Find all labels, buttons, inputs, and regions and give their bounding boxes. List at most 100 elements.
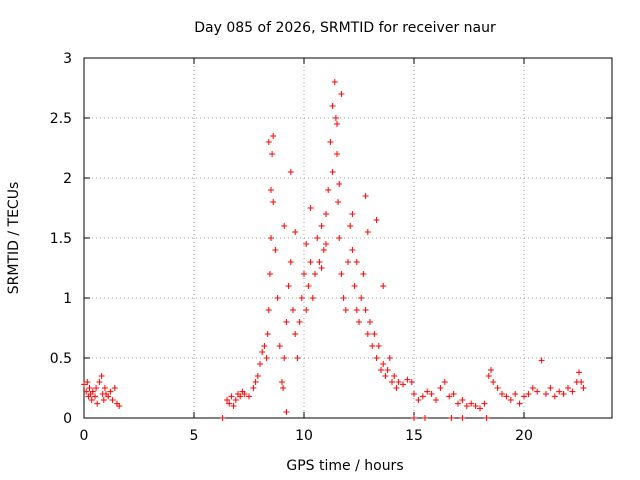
data-point (318, 223, 325, 229)
y-tick-label: 2.5 (50, 111, 72, 127)
data-point (369, 343, 376, 349)
x-axis-label: GPS time / hours (286, 458, 403, 474)
data-point (347, 223, 354, 229)
data-point (116, 403, 123, 409)
data-point (428, 391, 435, 397)
data-points (81, 79, 587, 421)
data-point (441, 379, 448, 385)
data-point (380, 361, 387, 367)
data-point (490, 379, 497, 385)
x-tick-label: 10 (295, 428, 313, 444)
y-tick-label: 3 (63, 51, 72, 67)
data-point (360, 271, 367, 277)
data-point (111, 385, 118, 391)
data-point (287, 259, 294, 265)
data-point (437, 385, 444, 391)
data-point (272, 247, 279, 253)
data-point (364, 229, 371, 235)
data-point (81, 381, 87, 388)
data-point (98, 373, 105, 379)
data-point (307, 259, 314, 265)
data-point (380, 283, 387, 289)
data-point (547, 385, 554, 391)
data-point (84, 379, 91, 385)
data-point (415, 397, 422, 403)
data-point (338, 271, 345, 277)
data-point (349, 247, 356, 253)
data-point (332, 115, 339, 121)
data-point (342, 307, 349, 313)
data-point (107, 388, 114, 395)
data-point (463, 403, 470, 409)
data-point (382, 373, 389, 379)
data-point (280, 385, 287, 391)
data-point (358, 295, 365, 301)
data-point (329, 169, 336, 175)
data-point (89, 388, 96, 395)
data-point (378, 367, 384, 373)
data-point (393, 385, 400, 391)
data-point (296, 319, 303, 325)
data-point (334, 151, 340, 157)
y-tick-label: 2 (63, 171, 72, 187)
data-point (265, 139, 272, 145)
data-point (318, 265, 325, 271)
data-point (400, 381, 406, 388)
data-point (391, 373, 398, 379)
data-point (92, 393, 98, 400)
data-point (100, 397, 107, 403)
data-point (301, 271, 307, 277)
data-point (279, 379, 285, 385)
data-point (316, 259, 323, 265)
data-point (576, 369, 582, 376)
data-point (303, 241, 310, 247)
data-point (543, 391, 549, 397)
data-point (283, 409, 290, 415)
data-point (237, 393, 244, 400)
y-tick-label: 1.5 (50, 231, 72, 247)
data-point (525, 391, 532, 397)
data-point (459, 415, 466, 421)
data-point (569, 388, 576, 395)
data-point (83, 388, 90, 395)
x-tick-label: 20 (515, 428, 533, 444)
data-point (373, 217, 380, 223)
data-point (257, 361, 263, 367)
data-point (314, 235, 321, 241)
data-point (345, 259, 351, 265)
data-point (384, 367, 391, 373)
y-tick-label: 0.5 (50, 351, 72, 367)
data-point (503, 393, 510, 400)
data-point (250, 385, 257, 391)
data-point (459, 397, 466, 403)
data-point (232, 397, 239, 403)
data-point (269, 151, 276, 157)
data-point (338, 91, 345, 97)
data-point (349, 211, 356, 217)
data-point (468, 400, 475, 407)
axis-ticks: 0 5 10 15 20 0 0.5 1 1.5 2 2.5 3 (50, 51, 612, 444)
data-point (264, 331, 271, 337)
data-point (538, 357, 545, 364)
data-point (88, 397, 95, 403)
data-point (93, 385, 100, 391)
data-point (241, 391, 248, 397)
data-point (335, 199, 342, 205)
data-point (356, 319, 362, 325)
data-point (404, 376, 411, 383)
data-point (408, 379, 415, 385)
data-point (270, 133, 277, 139)
data-point (481, 400, 488, 407)
data-point (529, 385, 536, 391)
data-point (334, 121, 340, 127)
data-point (580, 385, 587, 391)
y-tick-label: 1 (63, 291, 72, 307)
data-point (578, 379, 585, 385)
data-point (309, 295, 316, 301)
data-point (323, 211, 329, 217)
data-point (109, 397, 116, 403)
data-point (287, 169, 294, 175)
data-point (261, 343, 268, 349)
data-point (336, 235, 343, 241)
